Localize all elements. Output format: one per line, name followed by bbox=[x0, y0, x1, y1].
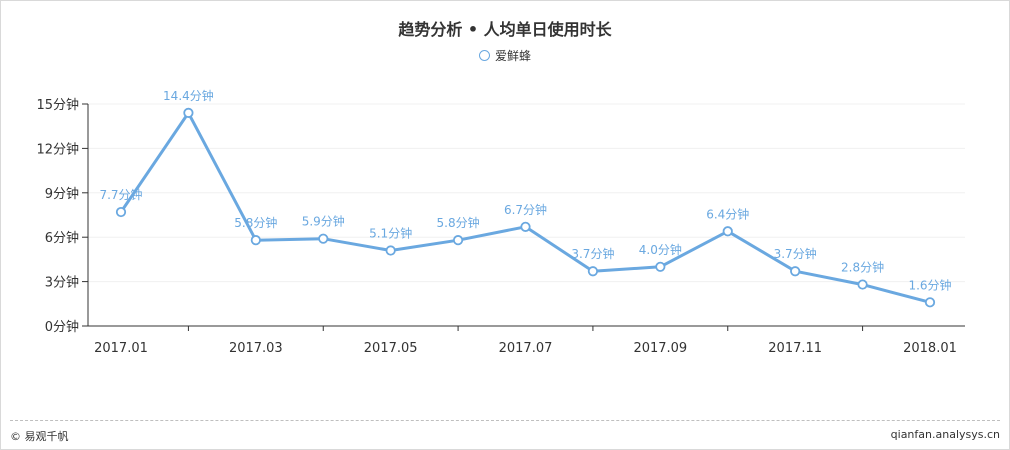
axes: 0分钟 3分钟 6分钟 9分钟 12分钟 15分钟 2017.01 2017.03 2017.0… bbox=[36, 97, 965, 356]
data-point[interactable] bbox=[318, 233, 329, 244]
data-point[interactable] bbox=[115, 206, 127, 218]
series-line bbox=[115, 107, 936, 308]
footer-source: © 易观千帆 bbox=[10, 430, 69, 443]
data-point[interactable] bbox=[790, 266, 801, 277]
data-point[interactable] bbox=[183, 107, 194, 118]
y-tick-label: 3分钟 bbox=[45, 275, 79, 291]
x-tick-label: 2017.03 bbox=[229, 341, 283, 356]
data-point[interactable] bbox=[924, 297, 936, 308]
data-label: 14.4分钟 bbox=[163, 88, 214, 103]
data-point[interactable] bbox=[587, 266, 599, 277]
data-point[interactable] bbox=[857, 279, 868, 290]
data-label: 5.8分钟 bbox=[234, 215, 277, 230]
data-point[interactable] bbox=[452, 235, 464, 246]
data-label: 5.8分钟 bbox=[437, 215, 480, 230]
y-tick-label: 6分钟 bbox=[45, 230, 79, 246]
data-label: 3.7分钟 bbox=[571, 246, 614, 261]
y-tick-label: 0分钟 bbox=[45, 319, 79, 335]
data-label: 4.0分钟 bbox=[639, 242, 682, 257]
x-tick-label: 2017.11 bbox=[768, 341, 822, 356]
data-point[interactable] bbox=[520, 221, 531, 232]
data-point[interactable] bbox=[722, 226, 733, 237]
data-label: 7.7分钟 bbox=[99, 187, 142, 202]
y-tick-label: 12分钟 bbox=[36, 141, 79, 157]
data-label: 5.9分钟 bbox=[302, 214, 345, 229]
data-label: 5.1分钟 bbox=[369, 226, 412, 241]
grid-lines bbox=[88, 103, 965, 283]
x-tick-label: 2018.01 bbox=[903, 341, 957, 356]
data-label: 6.4分钟 bbox=[706, 206, 749, 221]
y-tick-label: 15分钟 bbox=[36, 97, 79, 113]
x-tick-label: 2017.07 bbox=[499, 341, 553, 356]
legend[interactable]: 爱鲜蜂 bbox=[0, 47, 1010, 64]
legend-label: 爱鲜蜂 bbox=[494, 49, 531, 63]
y-tick-label: 9分钟 bbox=[45, 186, 79, 202]
data-label: 3.7分钟 bbox=[774, 246, 817, 261]
data-point[interactable] bbox=[655, 261, 666, 272]
chart-title: 趋势分析 • 人均单日使用时长 bbox=[398, 20, 612, 39]
legend-marker-icon bbox=[478, 50, 490, 61]
footer-site: qianfan.analysys.cn bbox=[890, 428, 1000, 441]
x-tick-label: 2017.05 bbox=[364, 341, 418, 356]
x-tick-label: 2017.01 bbox=[94, 341, 148, 356]
data-labels: 7.7分钟 14.4分钟 5.8分钟 5.9分钟 5.1分钟 5.8分钟 6.7分钟 3.7分… bbox=[99, 88, 951, 292]
x-tick-label: 2017.09 bbox=[633, 341, 687, 356]
data-point[interactable] bbox=[385, 245, 396, 256]
data-label: 1.6分钟 bbox=[908, 277, 951, 292]
data-label: 6.7分钟 bbox=[504, 202, 547, 217]
data-label: 2.8分钟 bbox=[841, 260, 884, 275]
footer-divider bbox=[10, 420, 1000, 421]
data-point[interactable] bbox=[250, 235, 261, 246]
